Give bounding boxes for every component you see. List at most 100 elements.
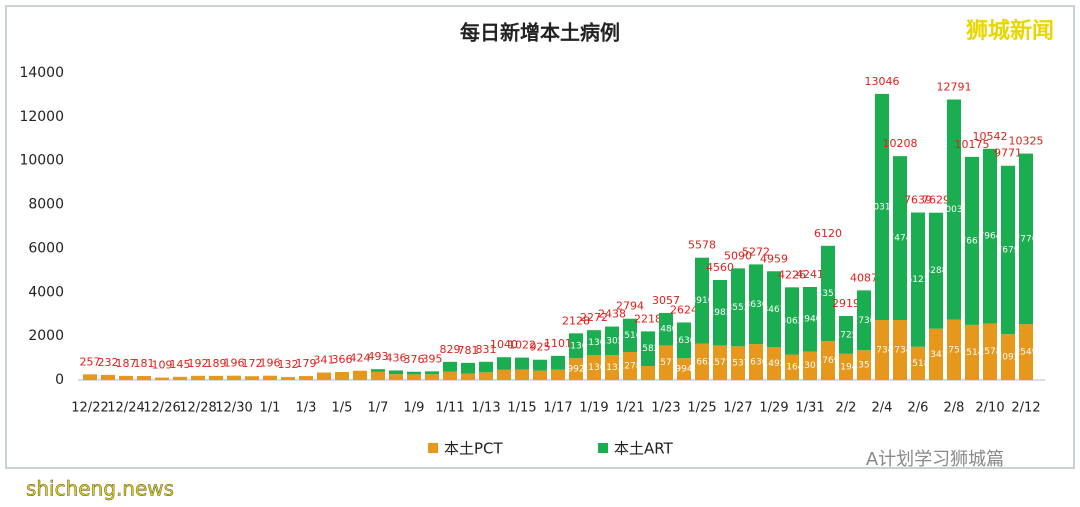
bar-segment — [191, 375, 205, 380]
bar-segment — [569, 358, 583, 380]
x-tick-label: 1/7 — [368, 401, 389, 416]
total-label: 3057 — [652, 294, 680, 307]
x-tick-label: 1/9 — [404, 401, 425, 416]
x-tick-label: 1/23 — [651, 401, 680, 416]
total-label: 4959 — [760, 252, 788, 265]
bar-segment — [821, 245, 835, 342]
total-label: 192 — [188, 357, 209, 370]
bar-segment — [875, 93, 889, 321]
total-label: 424 — [350, 352, 371, 365]
bar-segment — [857, 350, 871, 380]
total-label: 366 — [332, 353, 353, 366]
bar-segment — [731, 346, 745, 380]
x-tick-label: 12/22 — [71, 401, 108, 416]
total-label: 781 — [458, 344, 479, 357]
bar-segment — [803, 351, 817, 380]
y-tick-label: 14000 — [19, 65, 64, 81]
x-tick-label: 12/28 — [179, 401, 216, 416]
x-tick-label: 2/12 — [1011, 401, 1040, 416]
x-tick-label: 12/26 — [143, 401, 180, 416]
segment-label: 7964 — [979, 232, 1002, 242]
x-tick-label: 1/3 — [296, 401, 317, 416]
bar-segment — [299, 376, 313, 380]
y-tick-label: 2000 — [28, 328, 64, 344]
y-tick-label: 8000 — [28, 197, 64, 213]
bar-segment — [425, 374, 439, 380]
bar-segment — [101, 374, 115, 380]
x-tick-label: 2/10 — [975, 401, 1004, 416]
segment-label: 1516 — [619, 331, 642, 341]
segment-label: 1194 — [835, 362, 858, 372]
bar-segment — [281, 377, 295, 380]
bar-segment — [1001, 165, 1015, 335]
watermark: A计划学习狮城篇 — [866, 449, 1004, 470]
watermark: shicheng.news — [26, 477, 174, 501]
x-tick-label: 1/17 — [543, 401, 572, 416]
total-label: 13046 — [865, 75, 900, 88]
segment-label: 4351 — [817, 289, 840, 299]
bar-segment — [155, 377, 169, 380]
bar-segment — [695, 257, 709, 344]
total-label: 831 — [476, 343, 497, 356]
segment-label: 1136 — [583, 363, 606, 373]
total-label: 196 — [260, 357, 281, 370]
total-label: 5578 — [688, 239, 716, 252]
bar-segment — [965, 324, 979, 380]
total-label: 5090 — [724, 249, 752, 262]
bar-segment — [461, 373, 475, 380]
segment-label: 1577 — [709, 358, 732, 368]
bar-segment — [335, 371, 349, 380]
bar-segment — [569, 333, 583, 359]
bar-segment — [443, 371, 457, 380]
segment-label: 1537 — [727, 359, 750, 369]
bar-segment — [497, 357, 511, 370]
x-tick-label: 1/21 — [615, 401, 644, 416]
bar-segment — [947, 319, 961, 380]
segment-label: 7661 — [961, 236, 984, 246]
bar-segment — [83, 374, 97, 380]
total-label: 436 — [386, 351, 407, 364]
segment-label: 5288 — [925, 266, 948, 276]
total-label: 9771 — [994, 147, 1022, 160]
bar-segment — [263, 375, 277, 380]
total-label: 2272 — [580, 311, 608, 324]
total-label: 2624 — [670, 303, 698, 316]
x-tick-label: 12/30 — [215, 401, 252, 416]
bar-segment — [875, 320, 889, 380]
total-label: 925 — [530, 341, 551, 354]
bar-segment — [371, 371, 385, 380]
bar-segment — [767, 347, 781, 380]
bar-segment — [1019, 324, 1033, 380]
total-label: 196 — [224, 357, 245, 370]
total-label: 10542 — [973, 130, 1008, 143]
total-label: 12791 — [937, 81, 972, 94]
segment-label: 1301 — [799, 361, 822, 371]
total-label: 257 — [80, 355, 101, 368]
x-tick-label: 2/4 — [872, 401, 893, 416]
x-tick-label: 1/29 — [759, 401, 788, 416]
x-tick-label: 1/19 — [579, 401, 608, 416]
segment-label: 994 — [675, 365, 692, 375]
bar-segment — [479, 361, 493, 373]
total-label: 5272 — [742, 245, 770, 258]
segment-label: 1164 — [781, 363, 804, 373]
total-label: 341 — [314, 354, 335, 367]
segment-label: 2734 — [889, 346, 912, 356]
y-tick-label: 10000 — [19, 153, 64, 169]
total-label: 172 — [242, 357, 263, 370]
segment-label: 1136 — [565, 341, 588, 351]
segment-label: 2734 — [871, 346, 894, 356]
bar-segment — [245, 376, 259, 380]
bar-segment — [911, 212, 925, 347]
total-label: 1040 — [490, 338, 518, 351]
total-label: 10325 — [1009, 135, 1044, 148]
total-label: 395 — [422, 352, 443, 365]
total-label: 7639 — [904, 193, 932, 206]
x-tick-label: 2/8 — [944, 401, 965, 416]
segment-label: 1492 — [763, 359, 786, 369]
total-label: 2919 — [832, 297, 860, 310]
segment-label: 3467 — [763, 305, 786, 315]
bar-segment — [821, 341, 835, 380]
bar-segment — [695, 343, 709, 380]
total-label: 181 — [134, 357, 155, 370]
